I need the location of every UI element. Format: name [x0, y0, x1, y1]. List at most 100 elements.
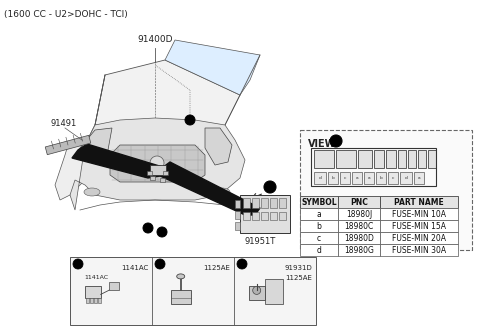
Bar [418, 150, 426, 168]
Bar [240, 195, 290, 233]
Bar [163, 171, 168, 175]
Bar [86, 298, 89, 303]
Text: 91400D: 91400D [137, 35, 173, 44]
Bar [380, 196, 458, 208]
Bar [338, 244, 380, 256]
Bar [243, 198, 250, 208]
Bar [340, 172, 350, 184]
Text: 1141AC: 1141AC [84, 276, 109, 281]
Bar [338, 220, 380, 232]
Text: PART NAME: PART NAME [394, 197, 444, 206]
Circle shape [330, 135, 342, 147]
Bar [414, 172, 424, 184]
Text: b: b [146, 225, 150, 231]
Bar [171, 290, 191, 304]
Bar [249, 286, 264, 300]
Bar [428, 150, 436, 168]
Circle shape [155, 259, 165, 269]
Bar [150, 165, 166, 175]
Text: VIEW: VIEW [308, 139, 336, 149]
Bar [380, 244, 458, 256]
Text: d: d [405, 176, 408, 180]
Text: a: a [76, 261, 80, 267]
Bar [352, 172, 362, 184]
Bar [300, 196, 338, 208]
Bar [386, 150, 396, 168]
Circle shape [150, 156, 164, 170]
Circle shape [252, 286, 261, 294]
Circle shape [157, 227, 167, 237]
Bar [108, 283, 119, 290]
Text: 91931D: 91931D [285, 265, 312, 271]
Bar [400, 172, 412, 184]
Circle shape [185, 115, 195, 125]
Text: 1141AC: 1141AC [121, 265, 148, 271]
Text: 18980D: 18980D [344, 233, 374, 242]
Bar [147, 171, 152, 175]
Bar [160, 178, 165, 182]
Text: a: a [356, 176, 358, 180]
Text: 18980J: 18980J [346, 209, 372, 218]
Bar [364, 172, 374, 184]
Bar [314, 172, 326, 184]
Polygon shape [55, 125, 95, 200]
Bar [380, 208, 458, 220]
Text: PNC: PNC [350, 197, 368, 206]
Text: 91951T: 91951T [244, 237, 276, 246]
Bar [300, 208, 338, 220]
Text: a: a [418, 176, 420, 180]
Bar [84, 286, 101, 298]
Ellipse shape [214, 188, 230, 196]
Polygon shape [95, 60, 240, 135]
Text: 18980C: 18980C [344, 221, 373, 230]
Circle shape [264, 181, 276, 193]
Text: d: d [317, 245, 322, 255]
Text: a: a [317, 209, 322, 218]
Polygon shape [205, 128, 232, 165]
Bar [235, 211, 240, 219]
Text: c: c [240, 261, 244, 267]
Bar [235, 222, 240, 230]
Bar [150, 176, 155, 180]
Text: 1125AE: 1125AE [285, 275, 312, 281]
Text: d: d [319, 176, 322, 180]
Text: FUSE-MIN 15A: FUSE-MIN 15A [392, 221, 446, 230]
Bar [243, 212, 250, 220]
Circle shape [143, 223, 153, 233]
Text: 91491: 91491 [50, 119, 76, 128]
Bar [358, 150, 372, 168]
Bar [90, 298, 93, 303]
Polygon shape [165, 40, 260, 95]
Bar [314, 150, 334, 168]
Bar [300, 244, 338, 256]
Bar [300, 220, 338, 232]
Bar [252, 212, 259, 220]
Circle shape [237, 259, 247, 269]
Bar [338, 232, 380, 244]
Text: 18980G: 18980G [344, 245, 374, 255]
Polygon shape [78, 128, 112, 162]
Bar [388, 172, 398, 184]
Text: b: b [380, 176, 383, 180]
Circle shape [73, 259, 83, 269]
Polygon shape [158, 162, 260, 215]
Ellipse shape [84, 188, 100, 196]
Text: FUSE-MIN 20A: FUSE-MIN 20A [392, 233, 446, 242]
Bar [70, 257, 316, 325]
Bar [98, 298, 101, 303]
Bar [252, 198, 259, 208]
Bar [261, 212, 268, 220]
Text: a: a [368, 176, 370, 180]
Bar [374, 150, 384, 168]
Bar [336, 150, 356, 168]
Text: FUSE-MIN 30A: FUSE-MIN 30A [392, 245, 446, 255]
Text: (1600 CC - U2>DOHC - TCI): (1600 CC - U2>DOHC - TCI) [4, 10, 128, 19]
Text: FUSE-MIN 10A: FUSE-MIN 10A [392, 209, 446, 218]
Bar [376, 172, 386, 184]
Text: c: c [317, 233, 321, 242]
Bar [279, 198, 286, 208]
Text: SYMBOL: SYMBOL [301, 197, 337, 206]
Text: c: c [344, 176, 346, 180]
Bar [94, 298, 96, 303]
Bar [338, 208, 380, 220]
